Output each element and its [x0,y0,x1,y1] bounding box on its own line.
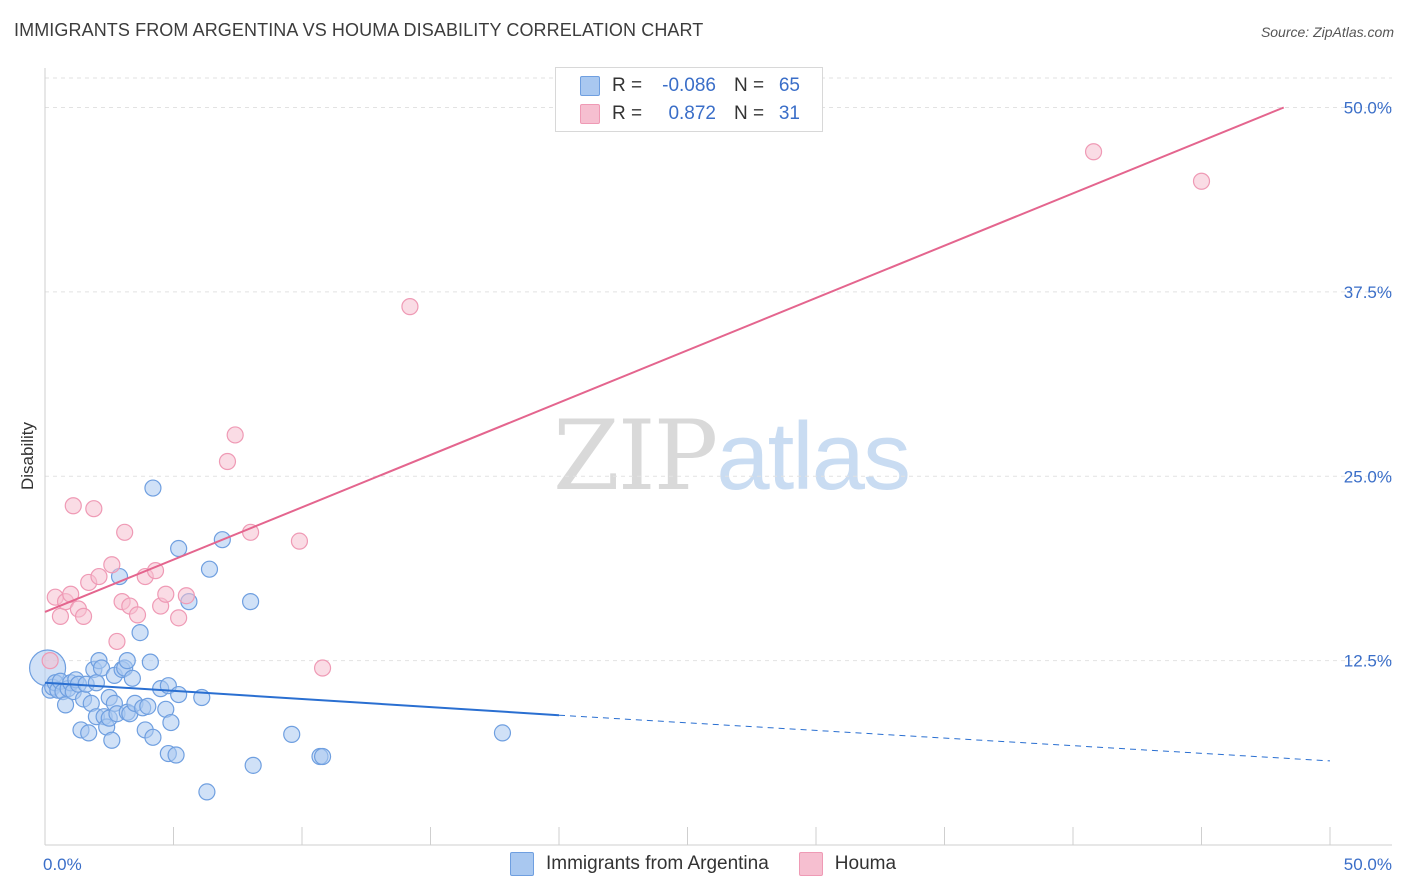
point-argentina [139,697,157,715]
point-argentina [123,669,141,687]
r-label: R = [612,75,643,96]
point-houma [177,587,195,605]
x-tick-label-max: 50.0% [1344,855,1392,874]
legend-swatch-blue [580,76,600,96]
x-tick-label-min: 0.0% [43,855,82,874]
legend-label-houma: Houma [834,853,897,874]
point-argentina [118,652,136,670]
watermark-zip: ZIP [553,400,718,512]
r-label: R = [612,103,643,124]
point-argentina [87,674,106,692]
chart-title: IMMIGRANTS FROM ARGENTINA VS HOUMA DISAB… [14,20,704,40]
point-houma [1084,143,1103,161]
legend-row-houma: R = 0.872 N = 31 [580,101,800,127]
point-houma [401,298,419,316]
point-argentina [283,725,301,743]
trend-line-houma [44,106,1285,613]
source-credit: Source: ZipAtlas.com [1260,24,1394,40]
watermark: ZIPatlas [553,400,911,512]
point-argentina [141,653,159,671]
legend-swatch-pink [798,852,823,876]
point-houma [128,606,147,624]
point-argentina [144,479,162,497]
data-points [28,143,1211,801]
point-houma [64,497,82,515]
point-argentina [162,713,180,732]
point-argentina [103,731,121,749]
point-argentina [56,696,75,714]
point-argentina [244,756,262,774]
legend-row-argentina: R = -0.086 N = 65 [580,73,800,99]
r-value: -0.086 [662,75,716,96]
legend-swatch-blue [509,852,534,876]
point-houma [85,500,103,518]
point-houma [226,426,244,444]
correlation-legend: R = -0.086 N = 65 R = 0.872 N = 31 [555,67,823,132]
point-houma [74,607,93,625]
point-houma [157,585,175,603]
point-argentina [242,593,260,611]
n-value: 31 [778,103,800,124]
y-tick-label: 50.0% [1344,99,1392,118]
point-argentina [167,746,185,764]
point-houma [90,567,108,586]
trend-lines [44,106,1331,762]
y-axis-title: Disability [18,421,37,490]
point-argentina [313,747,332,766]
point-argentina [170,539,188,558]
point-argentina [144,728,162,746]
n-label: N = [734,103,765,124]
point-houma [116,523,134,541]
point-houma [170,609,188,627]
point-argentina [198,783,216,801]
legend-item-argentina[interactable]: Immigrants from Argentina [509,852,769,876]
point-houma [290,532,309,550]
point-houma [218,452,237,471]
axes [44,68,1392,846]
point-houma [51,607,70,625]
point-houma [41,652,59,670]
series-legend: Immigrants from Argentina Houma [0,852,1406,876]
trend-line-argentina [44,681,560,717]
point-argentina [131,623,149,642]
point-argentina [80,724,98,742]
point-houma [103,556,121,574]
n-label: N = [734,75,765,96]
gridlines [45,77,1392,662]
point-argentina [170,685,188,704]
point-houma [108,632,126,651]
y-tick-label: 25.0% [1344,467,1392,486]
tick-labels: 12.5% 25.0% 37.5% 50.0% 0.0% 50.0% Disability [18,99,1392,875]
point-argentina [92,659,111,677]
y-tick-label: 12.5% [1344,652,1392,671]
point-argentina [493,724,512,742]
trend-line-argentina-projection [558,714,1331,762]
y-tick-label: 37.5% [1344,283,1392,302]
legend-item-houma[interactable]: Houma [798,852,897,876]
n-value: 65 [778,75,800,96]
r-value: 0.872 [668,103,716,124]
watermark-atlas: atlas [716,403,911,510]
point-argentina [200,560,219,578]
legend-label-argentina: Immigrants from Argentina [545,853,769,874]
point-houma [1192,172,1211,190]
legend-swatch-pink [580,104,600,124]
point-houma [313,659,332,677]
